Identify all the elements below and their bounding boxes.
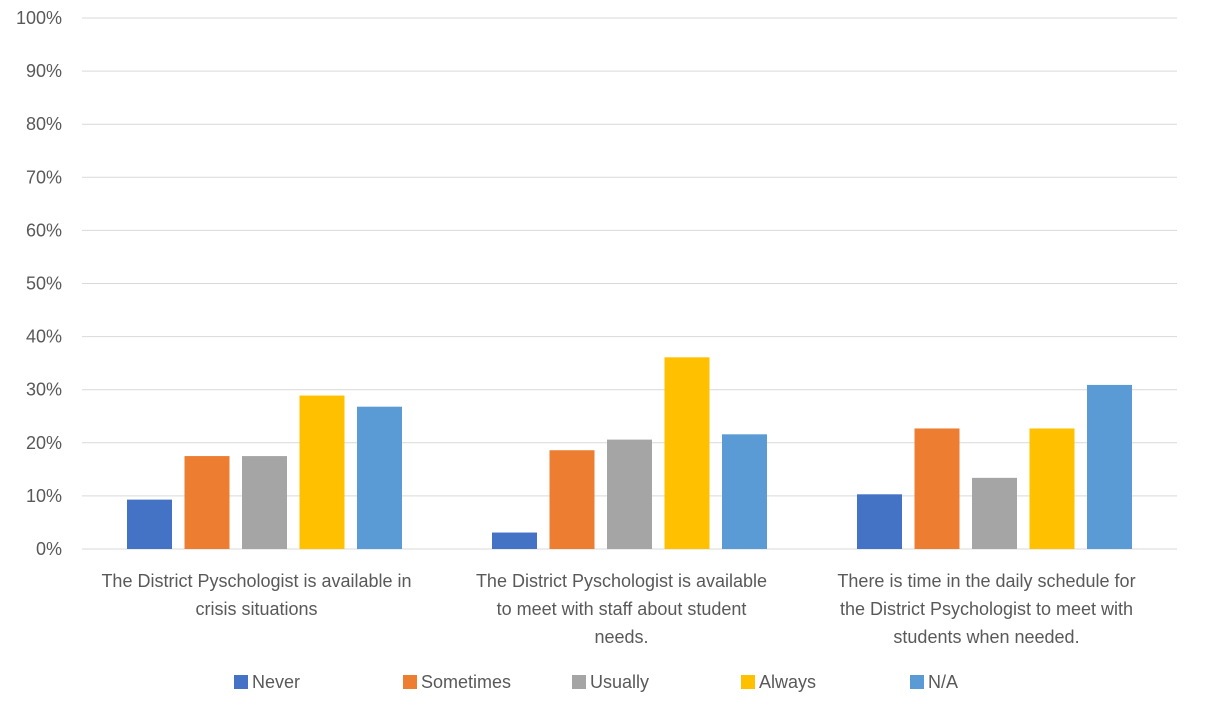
legend-swatch xyxy=(741,675,755,689)
legend-label: Never xyxy=(252,672,300,692)
y-tick-label: 60% xyxy=(26,220,62,240)
bar-n-a-0 xyxy=(357,406,402,549)
bar-n-a-1 xyxy=(722,434,767,549)
category-label: the District Psychologist to meet with xyxy=(840,599,1133,619)
legend-label: N/A xyxy=(928,672,958,692)
bar-sometimes-1 xyxy=(549,450,595,549)
bar-sometimes-0 xyxy=(184,456,230,549)
y-tick-label: 0% xyxy=(36,539,62,559)
category-labels: The District Pyschologist is available i… xyxy=(101,571,1135,647)
category-label: The District Pyschologist is available xyxy=(476,571,767,591)
bar-always-2 xyxy=(1029,428,1075,549)
category-label: to meet with staff about student xyxy=(497,599,747,619)
y-tick-label: 70% xyxy=(26,167,62,187)
y-axis-ticks: 0% 10% 20% 30% 40% 50% 60% 70% 80% 90% 100% xyxy=(16,8,62,559)
legend-swatch xyxy=(234,675,248,689)
y-tick-label: 80% xyxy=(26,114,62,134)
legend-label: Always xyxy=(759,672,816,692)
legend-swatch xyxy=(572,675,586,689)
y-tick-label: 100% xyxy=(16,8,62,28)
legend-label: Sometimes xyxy=(421,672,511,692)
category-label: The District Pyschologist is available i… xyxy=(101,571,411,591)
bar-usually-1 xyxy=(607,439,652,549)
bar-usually-2 xyxy=(972,477,1017,549)
y-tick-label: 20% xyxy=(26,433,62,453)
bar-always-1 xyxy=(664,357,710,549)
y-tick-label: 40% xyxy=(26,327,62,347)
category-label: There is time in the daily schedule for xyxy=(837,571,1135,591)
legend-swatch xyxy=(910,675,924,689)
legend-swatch xyxy=(403,675,417,689)
bar-never-0 xyxy=(127,499,172,549)
legend-label: Usually xyxy=(590,672,649,692)
y-tick-label: 90% xyxy=(26,61,62,81)
bar-sometimes-2 xyxy=(914,428,960,549)
bar-never-1 xyxy=(492,532,537,549)
category-label: crisis situations xyxy=(195,599,317,619)
y-tick-label: 30% xyxy=(26,380,62,400)
bar-never-2 xyxy=(857,494,902,549)
category-label: students when needed. xyxy=(893,627,1079,647)
category-label: needs. xyxy=(594,627,648,647)
bar-n-a-2 xyxy=(1087,384,1132,549)
y-tick-label: 10% xyxy=(26,486,62,506)
legend: Never Sometimes Usually Always N/A xyxy=(234,672,958,692)
bars xyxy=(127,357,1132,549)
bar-always-0 xyxy=(299,395,345,549)
y-tick-label: 50% xyxy=(26,274,62,294)
bar-usually-0 xyxy=(242,456,287,549)
